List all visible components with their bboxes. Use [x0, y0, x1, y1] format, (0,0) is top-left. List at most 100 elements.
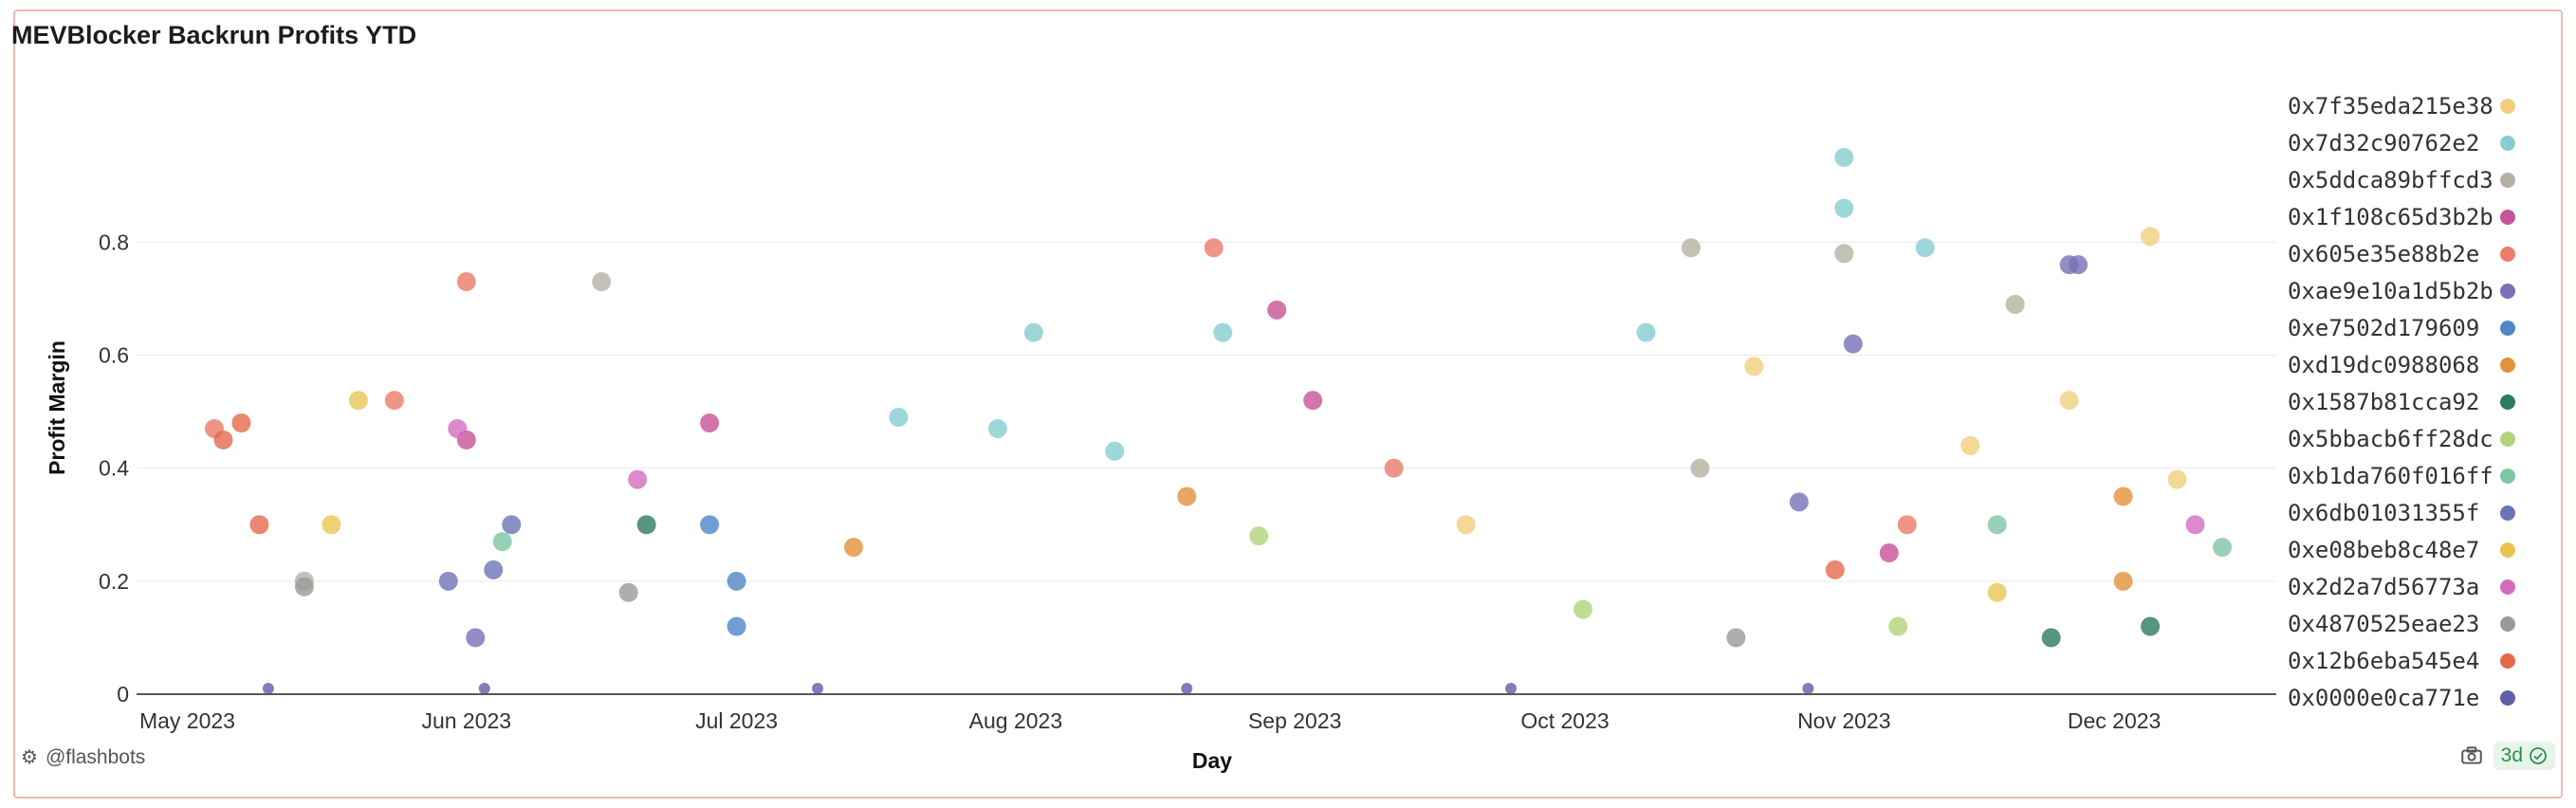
scatter-point[interactable]: [384, 391, 404, 411]
legend-swatch: [2500, 246, 2515, 262]
legend-item[interactable]: 0x2d2a7d56773a: [2288, 568, 2534, 605]
legend-item[interactable]: 0xd19dc0988068: [2288, 346, 2534, 383]
scatter-point[interactable]: [249, 515, 269, 535]
scatter-point[interactable]: [1726, 628, 1746, 648]
scatter-point[interactable]: [1213, 322, 1233, 342]
legend-item[interactable]: 0x605e35e88b2e: [2288, 235, 2534, 272]
legend-label: 0x5ddca89bffcd3: [2288, 166, 2493, 193]
legend-item[interactable]: 0x4870525eae23: [2288, 605, 2534, 642]
scatter-point[interactable]: [231, 413, 251, 432]
scatter-point[interactable]: [1789, 492, 1809, 512]
scatter-point[interactable]: [1834, 198, 1854, 218]
scatter-point[interactable]: [1915, 238, 1935, 258]
scatter-point[interactable]: [1636, 322, 1656, 342]
scatter-point[interactable]: [1303, 391, 1323, 411]
freshness-badge[interactable]: 3d: [2493, 742, 2555, 770]
scatter-point[interactable]: [1204, 238, 1224, 258]
scatter-point[interactable]: [322, 515, 341, 535]
scatter-point[interactable]: [844, 538, 863, 558]
scatter-point[interactable]: [1690, 458, 1710, 478]
scatter-point[interactable]: [1573, 599, 1592, 619]
y-tick-label: 0.8: [99, 230, 129, 254]
scatter-point[interactable]: [1834, 244, 1854, 264]
scatter-point[interactable]: [2041, 628, 2061, 648]
scatter-point[interactable]: [1960, 435, 1980, 455]
y-tick-label: 0.2: [99, 569, 129, 594]
scatter-point[interactable]: [812, 683, 824, 695]
scatter-point[interactable]: [1384, 458, 1404, 478]
scatter-point[interactable]: [1987, 582, 2007, 602]
legend-item[interactable]: 0xe7502d179609: [2288, 309, 2534, 346]
scatter-point[interactable]: [636, 515, 656, 535]
scatter-point[interactable]: [2167, 469, 2187, 489]
scatter-point[interactable]: [727, 616, 746, 636]
scatter-point[interactable]: [1456, 515, 1476, 535]
scatter-point[interactable]: [294, 577, 314, 597]
scatter-point[interactable]: [2113, 571, 2133, 591]
scatter-point[interactable]: [2141, 616, 2161, 636]
scatter-point[interactable]: [628, 469, 648, 489]
scatter-point[interactable]: [262, 683, 274, 695]
legend-label: 0x7f35eda215e38: [2288, 92, 2493, 119]
scatter-point[interactable]: [1987, 515, 2007, 535]
scatter-point[interactable]: [1825, 560, 1845, 579]
scatter-point[interactable]: [1505, 683, 1518, 695]
legend-item[interactable]: 0x7f35eda215e38: [2288, 87, 2534, 124]
legend-item[interactable]: 0xe08beb8c48e7: [2288, 531, 2534, 568]
scatter-point[interactable]: [1023, 322, 1043, 342]
legend-swatch: [2500, 320, 2515, 336]
scatter-point[interactable]: [2113, 487, 2133, 506]
scatter-point[interactable]: [2059, 391, 2079, 411]
scatter-point[interactable]: [478, 683, 490, 695]
legend-item[interactable]: 0x1f108c65d3b2b: [2288, 198, 2534, 235]
scatter-point[interactable]: [438, 571, 458, 591]
scatter-point[interactable]: [456, 272, 476, 292]
scatter-point[interactable]: [1834, 147, 1854, 167]
x-axis-title: Day: [1192, 748, 1232, 773]
scatter-point[interactable]: [1249, 526, 1269, 546]
scatter-point[interactable]: [1888, 616, 1908, 636]
scatter-point[interactable]: [592, 272, 612, 292]
scatter-point[interactable]: [2185, 515, 2205, 535]
legend-item[interactable]: 0x12b6eba545e4: [2288, 642, 2534, 679]
scatter-point[interactable]: [492, 532, 512, 552]
scatter-point[interactable]: [1897, 515, 1917, 535]
scatter-point[interactable]: [484, 560, 504, 579]
legend-item[interactable]: 0x1587b81cca92: [2288, 383, 2534, 420]
scatter-point[interactable]: [213, 430, 233, 450]
legend-item[interactable]: 0x7d32c90762e2: [2288, 124, 2534, 161]
author-handle[interactable]: @flashbots: [45, 745, 146, 768]
scatter-point[interactable]: [1177, 487, 1197, 506]
scatter-point[interactable]: [2069, 255, 2088, 275]
scatter-point[interactable]: [987, 418, 1007, 438]
freshness-label: 3d: [2500, 744, 2523, 766]
scatter-point[interactable]: [1744, 357, 1764, 376]
legend-item[interactable]: 0x0000e0ca771e: [2288, 679, 2534, 716]
scatter-point[interactable]: [2005, 294, 2025, 314]
scatter-point[interactable]: [448, 418, 468, 438]
scatter-point[interactable]: [1879, 543, 1899, 563]
legend-item[interactable]: 0xb1da760f016ff: [2288, 457, 2534, 494]
scatter-point[interactable]: [1105, 441, 1125, 461]
scatter-point[interactable]: [348, 391, 368, 411]
scatter-point[interactable]: [1843, 334, 1863, 354]
scatter-point[interactable]: [727, 571, 746, 591]
legend-item[interactable]: 0x6db01031355f: [2288, 494, 2534, 531]
scatter-point[interactable]: [466, 628, 486, 648]
scatter-point[interactable]: [502, 515, 522, 535]
scatter-point[interactable]: [889, 408, 909, 428]
scatter-point[interactable]: [1802, 683, 1814, 695]
legend-item[interactable]: 0x5ddca89bffcd3: [2288, 161, 2534, 198]
scatter-point[interactable]: [1267, 300, 1287, 320]
scatter-point[interactable]: [700, 413, 720, 432]
scatter-point[interactable]: [2141, 227, 2161, 247]
scatter-point[interactable]: [1181, 683, 1193, 695]
legend-item[interactable]: 0xae9e10a1d5b2b: [2288, 272, 2534, 309]
scatter-point[interactable]: [700, 515, 720, 535]
scatter-point[interactable]: [1681, 238, 1701, 258]
scatter-point[interactable]: [2213, 538, 2233, 558]
camera-icon[interactable]: [2459, 744, 2484, 768]
legend-item[interactable]: 0x5bbacb6ff28dc: [2288, 420, 2534, 457]
legend-label: 0xe08beb8c48e7: [2288, 536, 2480, 563]
scatter-point[interactable]: [618, 582, 638, 602]
